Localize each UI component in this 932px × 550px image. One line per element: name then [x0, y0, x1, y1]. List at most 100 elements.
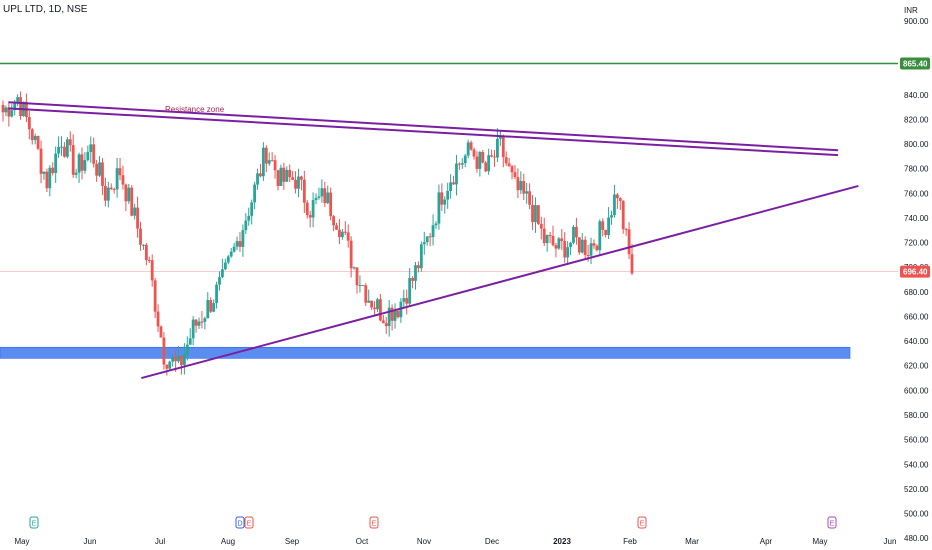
candle-body [302, 179, 306, 203]
candle-body [323, 188, 327, 204]
candle-body [522, 181, 526, 194]
x-tick-label: Jul [155, 537, 165, 546]
candle-body [390, 307, 394, 321]
support-zone-rect [0, 346, 851, 359]
trendline-1 [8, 101, 839, 152]
resistance-zone-annotation: Resistance zone [165, 105, 225, 114]
candle-body [212, 303, 216, 312]
candle-body [338, 229, 341, 238]
candle-body [60, 146, 63, 148]
candle-body [51, 167, 55, 174]
event-marker-symbol: E [830, 521, 835, 528]
x-tick-label: Oct [356, 537, 369, 546]
candle-body [417, 265, 420, 269]
candle-body [159, 326, 163, 338]
event-marker-symbol: E [640, 521, 645, 528]
x-tick-label: Mar [685, 537, 699, 546]
candle-body [548, 235, 552, 237]
candle-body [174, 357, 178, 362]
y-tick-label: 800.00 [904, 140, 929, 149]
event-marker-symbol: D [237, 521, 242, 528]
candle-body [86, 152, 90, 161]
candle-body [30, 129, 34, 141]
candle-body [434, 223, 438, 226]
candle-body [487, 155, 491, 172]
candle-body [80, 154, 84, 171]
candle-body [525, 191, 529, 194]
candle-body [171, 357, 175, 362]
y-tick-label: 600.00 [904, 386, 929, 395]
y-tick-label: 720.00 [904, 239, 929, 248]
candle-body [615, 194, 619, 199]
candle-body [1, 104, 5, 113]
candle-body [379, 299, 382, 321]
candle-body [425, 236, 429, 243]
candle-body [493, 156, 496, 158]
y-tick-label: 560.00 [904, 436, 929, 445]
candle-body [463, 155, 467, 164]
x-tick-label: Jun [84, 537, 97, 546]
x-tick-label: Dec [485, 537, 499, 546]
candle-body [279, 167, 283, 186]
candle-body [63, 146, 66, 157]
last-price-badge: 696.40 [903, 268, 928, 277]
candle-body [478, 151, 482, 169]
candle-body [513, 172, 517, 178]
candle-body [291, 177, 295, 180]
candle-body [71, 145, 75, 175]
candle-body [130, 187, 134, 216]
candle-body [446, 191, 450, 200]
event-marker-1: E [29, 516, 39, 529]
candle-body [598, 221, 602, 251]
candle-body [101, 162, 104, 186]
candle-body [539, 223, 543, 229]
candle-body [33, 135, 37, 141]
candle-body [411, 278, 414, 281]
candle-body [182, 354, 186, 366]
candles [1, 91, 634, 376]
candle-body [276, 170, 280, 186]
candle-body [455, 163, 458, 185]
candle-body [595, 245, 599, 251]
candle-body [440, 192, 444, 205]
candle-body [74, 172, 78, 175]
candle-body [583, 239, 587, 256]
candle-body [504, 157, 508, 164]
candle-body [498, 136, 502, 139]
candle-body [481, 151, 485, 163]
candle-body [557, 238, 561, 249]
candle-body [144, 244, 148, 261]
candle-body [472, 149, 476, 157]
x-tick-label: May [14, 537, 29, 546]
candle-body [294, 179, 297, 189]
event-marker-symbol: E [247, 521, 252, 528]
y-tick-label: 480.00 [904, 534, 929, 543]
x-tick-label: Apr [760, 537, 773, 546]
candle-body [381, 320, 385, 324]
candle-body [124, 184, 128, 202]
y-tick-label: 620.00 [904, 362, 929, 371]
y-tick-label: 580.00 [904, 411, 929, 420]
candle-body [127, 187, 131, 202]
candle-body [109, 187, 113, 190]
x-tick-label: Feb [623, 537, 637, 546]
candle-body [288, 169, 292, 178]
candle-body [68, 139, 72, 146]
candle-body [209, 300, 213, 312]
candle-body [180, 355, 183, 366]
y-axis: INR 480.00 500.00 520.00 540.00 560.00 580.00 6… [900, 6, 930, 543]
candle-body [95, 163, 99, 176]
candle-body [106, 187, 110, 201]
candle-body [449, 182, 453, 192]
candle-body [431, 225, 435, 238]
event-marker-box [637, 516, 647, 529]
candle-body [136, 207, 139, 229]
candle-body [259, 173, 262, 177]
candle-body [601, 221, 605, 230]
candle-body [57, 146, 60, 154]
candle-body [376, 299, 379, 310]
event-marker-symbol: E [32, 521, 37, 528]
candle-body [326, 192, 330, 204]
candle-body [247, 215, 251, 221]
